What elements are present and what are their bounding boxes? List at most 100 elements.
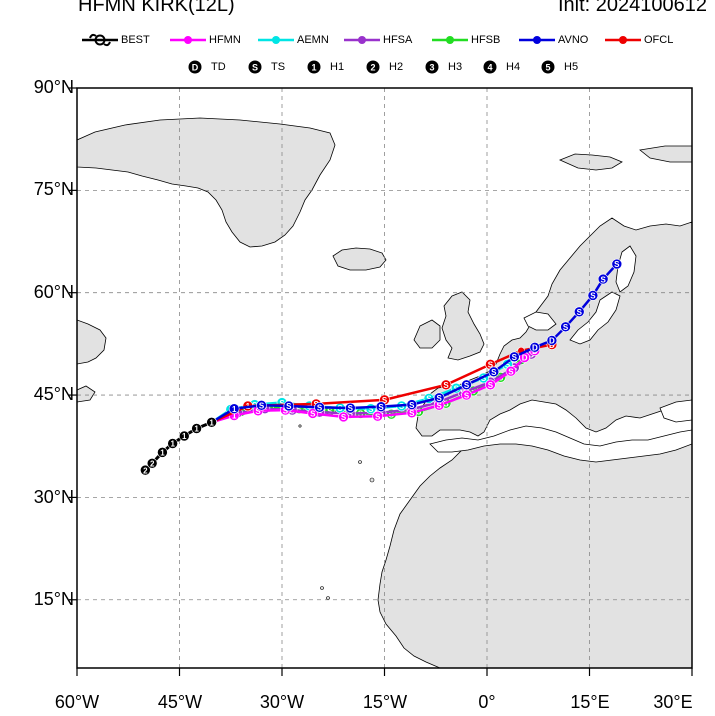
legend-label-aemn: AEMN [297,34,329,46]
track-point [256,399,267,411]
legend-label-hfmn: HFMN [209,34,241,46]
track-avno: 11SSSSSSSSSSDDSSSSS [206,258,623,428]
legend-line-hfsb [432,36,468,44]
nova-scotia-landmass [77,385,96,403]
intensity-symbol: S [436,394,442,403]
legend-label-h2: H2 [389,61,404,73]
lat-label-15n: 15°N [33,589,74,609]
north-america-landmass [77,319,107,365]
intensity-symbol: S [279,399,285,408]
track-point [307,408,319,419]
track-point [157,447,168,458]
ts-symbol-icon: S [248,60,262,74]
lat-label-90n: 90°N [33,77,74,97]
intensity-symbol: S [368,405,374,414]
svg-text:2: 2 [370,63,375,73]
lon-label-60w: 60°W [54,692,100,712]
track-point [345,402,356,414]
track-point [573,306,585,318]
legend-label-hfsb: HFSB [471,34,501,46]
lon-label-0: 0° [478,692,496,712]
intensity-symbol: S [416,408,422,417]
track-point [488,366,500,378]
intensity-symbol: S [481,374,487,383]
svg-text:3: 3 [429,63,434,73]
intensity-symbol: S [409,401,415,410]
legend-item-ts: S TS [248,59,285,75]
canary-islands [369,477,375,483]
intensity-symbol: S [283,406,289,415]
legend-item-aemn: AEMN [258,32,329,48]
skagerrak-sea [523,311,557,331]
black-sea [659,399,692,423]
legend-item-hfsa: HFSA [344,32,412,48]
track-point [587,290,599,301]
intensity-symbol: S [317,408,323,417]
intensity-symbol: S [259,401,265,410]
hurricane-symbol-icon [82,33,118,47]
legend-label-h3: H3 [448,61,463,73]
track-point [206,417,217,428]
ireland-landmass [413,319,441,349]
svg-text:4: 4 [487,63,492,73]
intensity-symbol: D [522,354,528,363]
track-point [509,351,520,363]
iceland-landmass [332,247,387,271]
lon-label-45w: 45°W [157,692,203,712]
legend-label-h4: H4 [506,61,521,73]
lat-label-30n: 30°N [33,487,74,507]
legend-item-ofcl: OFCL [605,32,673,48]
track-point [440,379,452,391]
axis-ticks [69,87,693,676]
svalbard-landmass [558,153,623,171]
intensity-symbol: S [614,260,620,269]
lat-label-75n: 75°N [33,179,74,199]
lon-label-30e: 30°E [653,692,693,712]
legend-label-avno: AVNO [558,34,589,46]
intensity-symbol: S [563,323,569,332]
baltic-sea [569,291,621,345]
legend-line-hfsa [344,36,380,44]
intensity-symbol: S [464,391,470,400]
land-masses [77,117,692,668]
legend-label-ts: TS [271,61,286,73]
arctic-islands [639,145,692,163]
svg-text:D: D [192,63,199,73]
great-britain-landmass [441,291,485,361]
legend-label-hfsa: HFSA [383,34,413,46]
track-point [375,401,387,412]
intensity-symbol: S [341,413,347,422]
model-legend: BEST HFMN AEMN HFSA HFSB AVNO OFCL [0,32,715,48]
intensity-symbol: S [512,353,518,362]
cape-verde-island [326,596,330,600]
intensity-symbol: S [310,410,316,419]
legend-item-h3: 3 H3 [425,59,462,75]
h2-symbol-icon: 2 [366,60,380,74]
legend-line-avno [519,36,555,44]
intensity-symbol: 1 [194,425,199,434]
intensity-symbol: S [409,409,415,418]
init-time-label: Init: 2024100612 [557,0,707,16]
intensity-symbol: 1 [182,432,187,441]
track-point [546,335,558,346]
cape-verde-island [320,586,324,590]
intensity-symbol: S [382,396,388,405]
legend-item-avno: AVNO [519,32,588,48]
intensity-symbol: D [532,343,538,352]
legend-label-ofcl: OFCL [644,34,674,46]
legend-line-aemn [258,36,294,44]
track-point [560,321,571,333]
gulf-of-bothnia [615,245,637,293]
legend-item-h5: 5 H5 [541,59,578,75]
track-point [406,399,418,410]
track-point [461,379,472,391]
track-point [283,400,295,412]
plot-title: HFMN KIRK(12L) [78,0,235,16]
track-point [611,258,623,270]
intensity-symbol: S [348,404,354,413]
intensity-symbol: S [590,292,596,301]
intensity-symbol: 1 [170,440,175,449]
legend-label-h5: H5 [564,61,579,73]
track-point [529,341,541,353]
